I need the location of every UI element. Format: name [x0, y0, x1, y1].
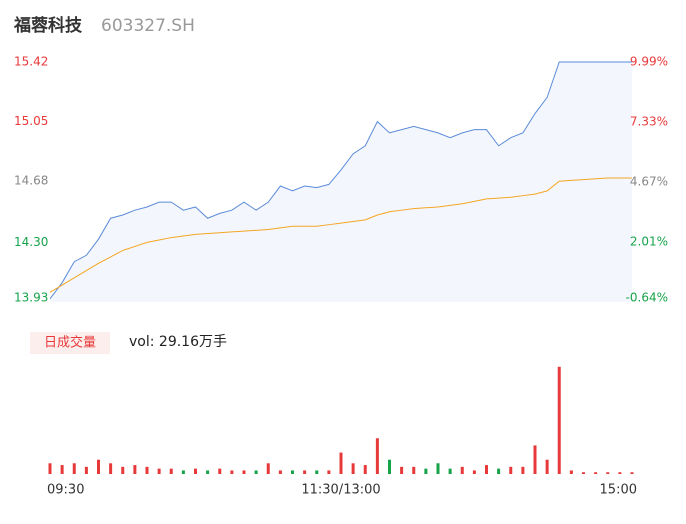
y2-tick-label: -0.64%: [626, 291, 668, 305]
volume-bar: [630, 472, 634, 474]
volume-bar: [582, 472, 585, 474]
y-tick-label: 14.30: [14, 235, 48, 249]
volume-bar: [424, 468, 428, 474]
x-tick-label: 11:30/13:00: [301, 483, 380, 498]
volume-bar: [218, 468, 222, 474]
volume-bar: [472, 470, 476, 474]
volume-bar: [266, 463, 270, 474]
volume-tab-label[interactable]: 日成交量: [44, 335, 96, 351]
volume-bar: [545, 459, 549, 474]
volume-bar: [375, 438, 379, 474]
volume-bar: [327, 470, 331, 474]
line-price: [49, 61, 632, 300]
volume-bar: [291, 470, 294, 474]
volume-bar: [363, 465, 367, 474]
volume-bar: [121, 466, 125, 474]
y2-tick-label: 7.33%: [630, 115, 668, 129]
volume-bar: [509, 466, 513, 474]
y2-tick-label: 2.01%: [630, 235, 668, 249]
volume-bar: [400, 466, 404, 474]
volume-bar: [351, 463, 355, 474]
y2-tick-label: 9.99%: [630, 55, 668, 69]
stock-name: 福蓉科技: [13, 15, 83, 36]
volume-bar: [230, 470, 234, 474]
y2-tick-label: 4.67%: [630, 175, 668, 189]
volume-tab[interactable]: [30, 332, 110, 354]
volume-bar: [109, 463, 113, 474]
volume-bar: [448, 468, 452, 474]
volume-bar: [569, 470, 573, 474]
volume-bar: [254, 470, 258, 474]
volume-bar: [242, 470, 246, 474]
volume-bar: [557, 366, 561, 474]
volume-bar: [303, 470, 307, 474]
x-tick-label: 09:30: [47, 483, 84, 498]
volume-bar: [72, 463, 76, 474]
volume-bar: [84, 466, 88, 474]
x-tick-label: 15:00: [600, 483, 637, 498]
volume-bar: [460, 466, 464, 474]
volume-bar: [412, 466, 416, 474]
volume-bar: [145, 466, 149, 474]
volume-bar: [388, 459, 391, 474]
volume-bar: [60, 465, 64, 474]
volume-bar: [485, 465, 488, 474]
y-tick-label: 15.42: [14, 55, 48, 69]
volume-bar: [618, 472, 622, 474]
volume-bar: [97, 459, 100, 474]
volume-total: vol: 29.16万手: [129, 334, 227, 350]
volume-bar: [533, 445, 537, 474]
volume-bar: [169, 468, 173, 474]
y-tick-label: 15.05: [14, 114, 48, 128]
volume-bar: [436, 463, 440, 474]
volume-bar: [315, 470, 319, 474]
line-average: [49, 177, 632, 293]
volume-bar: [48, 463, 52, 474]
volume-bar: [194, 468, 197, 474]
y-tick-label: 14.68: [14, 174, 48, 188]
volume-bar: [497, 468, 501, 474]
price-area: [50, 62, 632, 302]
volume-bar: [594, 472, 598, 474]
volume-bar: [339, 452, 343, 474]
volume-bar: [278, 470, 282, 474]
y-tick-label: 13.93: [14, 291, 48, 305]
volume-bar: [521, 466, 525, 474]
volume-bar: [133, 465, 137, 474]
volume-bar: [181, 470, 185, 474]
volume-bar: [157, 468, 161, 474]
volume-bar: [606, 472, 610, 474]
stock-code: 603327.SH: [101, 16, 195, 36]
volume-bar: [206, 470, 210, 474]
